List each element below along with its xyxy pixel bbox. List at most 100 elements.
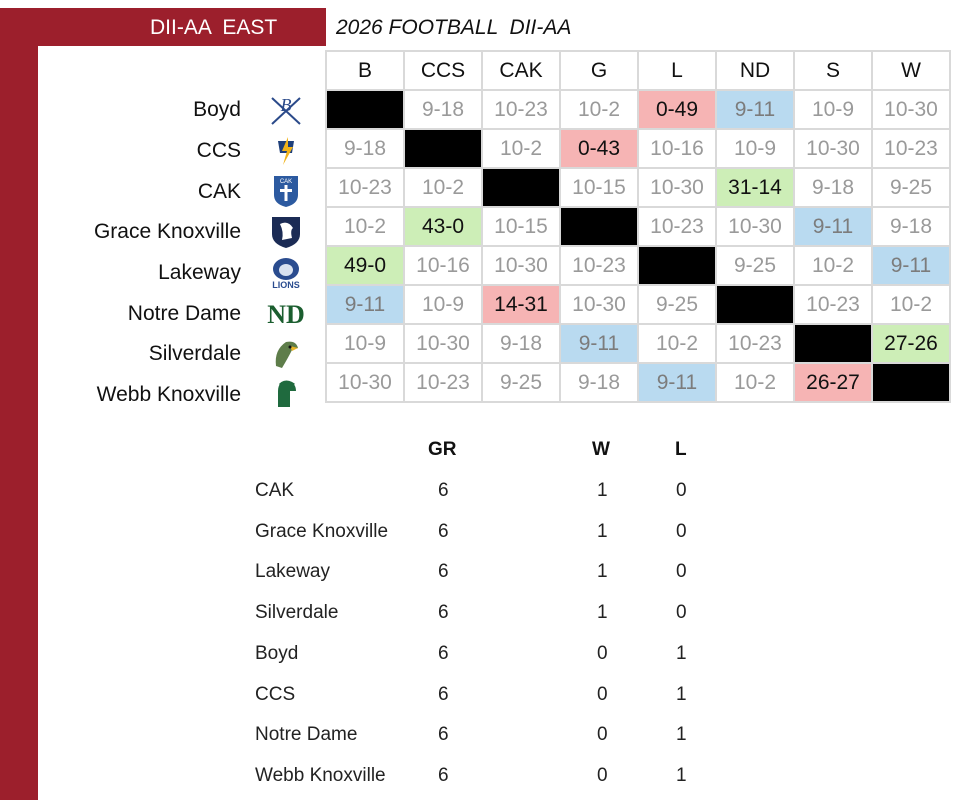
score-cell: 10-30 [793, 128, 873, 169]
grid-header-row: B CCS CAK G L ND S W [325, 50, 951, 91]
score-cell: 9-11 [793, 206, 873, 247]
score-cell: 10-2 [403, 167, 483, 208]
boyd-logo: B [266, 92, 306, 128]
lakeway-lions-logo: LIONS [266, 255, 306, 291]
standings-l: 1 [676, 764, 687, 786]
standings-l: 1 [676, 642, 687, 664]
cak-logo: CAK [266, 173, 306, 209]
season-title: 2026 FOOTBALL DII-AA [336, 16, 572, 39]
standings-gr: 6 [438, 602, 449, 624]
svg-text:ND: ND [267, 300, 305, 329]
score-cell: 9-18 [559, 362, 639, 403]
self-cell [325, 89, 405, 130]
self-cell [637, 245, 717, 286]
standings-gr: 6 [438, 520, 449, 542]
standings-gr: 6 [438, 642, 449, 664]
standings-w: 0 [597, 764, 608, 786]
left-accent-bar [0, 8, 38, 800]
score-cell: 9-18 [403, 89, 483, 130]
standings-header-gr: GR [428, 439, 457, 460]
grid-row: 10-23 10-2 10-15 10-30 31-14 9-18 9-25 [325, 167, 951, 208]
standings-w: 1 [597, 602, 608, 624]
score-cell: 10-2 [793, 245, 873, 286]
silverdale-logo [266, 336, 306, 372]
col-header: G [559, 50, 639, 91]
score-cell: 9-25 [871, 167, 951, 208]
self-cell [871, 362, 951, 403]
score-cell: 9-11 [325, 284, 405, 325]
row-label-cak: CAK [197, 180, 241, 203]
grace-logo [266, 214, 306, 250]
score-cell: 10-30 [481, 245, 561, 286]
col-header: W [871, 50, 951, 91]
grid-row: 10-30 10-23 9-25 9-18 9-11 10-2 26-27 [325, 362, 951, 403]
col-header: S [793, 50, 873, 91]
standings-header-w: W [592, 439, 610, 460]
grid-row: 9-18 10-23 10-2 0-49 9-11 10-9 10-30 [325, 89, 951, 130]
row-label-grace: Grace Knoxville [93, 220, 241, 243]
score-cell: 10-30 [559, 284, 639, 325]
row-label-silverdale: Silverdale [148, 342, 241, 365]
standings-l: 1 [676, 683, 687, 705]
results-grid: B CCS CAK G L ND S W 9-18 10-23 10-2 0-49 9-… [325, 50, 951, 403]
score-cell: 10-16 [637, 128, 717, 169]
standings-team: Silverdale [255, 602, 339, 624]
self-cell [403, 128, 483, 169]
col-header: CCS [403, 50, 483, 91]
score-cell: 10-2 [481, 128, 561, 169]
standings-w: 0 [597, 724, 608, 746]
score-cell: 9-11 [559, 323, 639, 364]
row-label-boyd: Boyd [193, 98, 241, 121]
standings-team: CCS [255, 683, 296, 705]
standings-team: Grace Knoxville [255, 520, 389, 542]
score-cell: 10-23 [871, 128, 951, 169]
score-cell: 10-23 [403, 362, 483, 403]
score-cell: 10-15 [481, 206, 561, 247]
score-cell: 10-9 [325, 323, 405, 364]
score-cell: 10-30 [403, 323, 483, 364]
notre-dame-logo: ND [266, 295, 306, 331]
grid-row: 49-0 10-16 10-30 10-23 9-25 10-2 9-11 [325, 245, 951, 286]
score-cell: 9-11 [637, 362, 717, 403]
row-label-notre-dame: Notre Dame [127, 302, 241, 325]
row-label-lakeway: Lakeway [158, 261, 241, 284]
svg-text:CAK: CAK [280, 179, 292, 185]
score-cell: 0-43 [559, 128, 639, 169]
title-bar [0, 8, 326, 46]
ccs-logo [266, 133, 306, 169]
grid-row: 9-11 10-9 14-31 10-30 9-25 10-23 10-2 [325, 284, 951, 325]
self-cell [481, 167, 561, 208]
score-cell: 10-23 [793, 284, 873, 325]
score-cell: 31-14 [715, 167, 795, 208]
score-cell: 10-2 [637, 323, 717, 364]
score-cell: 10-30 [715, 206, 795, 247]
standings-team: CAK [255, 480, 295, 501]
self-cell [559, 206, 639, 247]
standings-gr: 6 [438, 724, 449, 746]
score-cell: 9-18 [481, 323, 561, 364]
grid-row: 10-9 10-30 9-18 9-11 10-2 10-23 27-26 [325, 323, 951, 364]
standings-gr: 6 [438, 561, 449, 583]
svg-text:LIONS: LIONS [272, 280, 300, 290]
score-cell: 10-16 [403, 245, 483, 286]
col-header: L [637, 50, 717, 91]
svg-text:B: B [281, 95, 292, 115]
score-cell: 9-25 [637, 284, 717, 325]
grid-row: 9-18 10-2 0-43 10-16 10-9 10-30 10-23 [325, 128, 951, 169]
standings-w: 1 [597, 561, 608, 583]
top-band [0, 0, 974, 46]
score-cell: 9-18 [793, 167, 873, 208]
standings-team: Lakeway [255, 561, 330, 583]
score-cell: 10-30 [637, 167, 717, 208]
standings-team: Notre Dame [255, 724, 358, 746]
score-cell: 9-25 [715, 245, 795, 286]
standings-w: 1 [597, 480, 608, 501]
score-cell: 10-2 [559, 89, 639, 130]
district-title: DII-AA EAST [150, 16, 278, 39]
score-cell: 9-25 [481, 362, 561, 403]
score-cell: 10-30 [871, 89, 951, 130]
standings-l: 0 [676, 561, 687, 583]
standings-l: 0 [676, 520, 687, 542]
standings-w: 0 [597, 683, 608, 705]
standings-gr: 6 [438, 480, 449, 501]
